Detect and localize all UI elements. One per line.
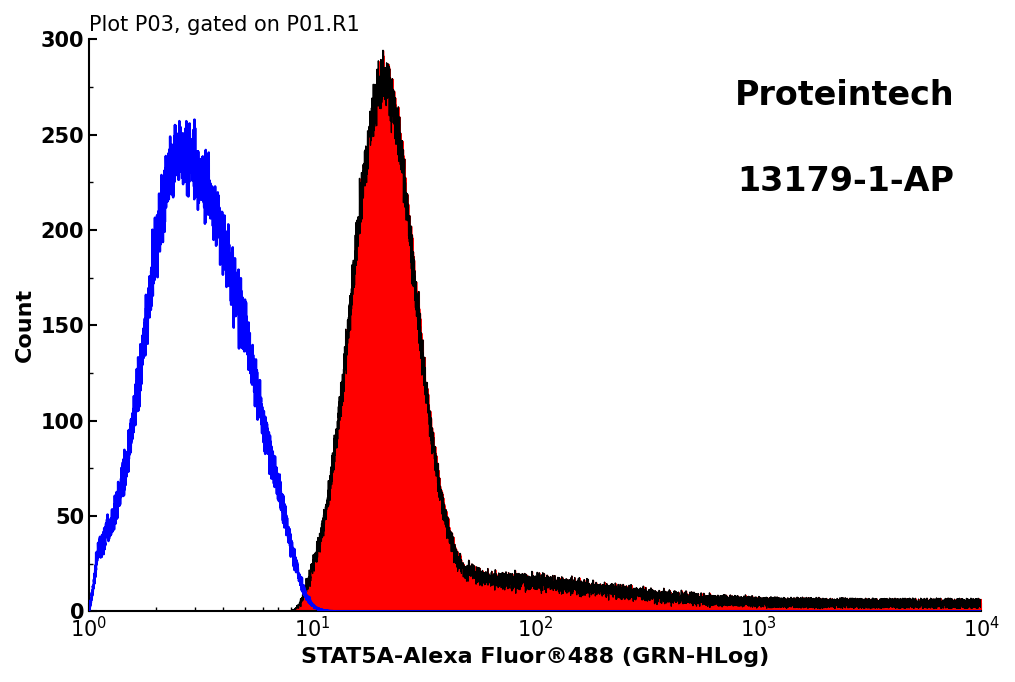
Text: Proteintech: Proteintech bbox=[735, 79, 955, 113]
Text: 13179-1-AP: 13179-1-AP bbox=[738, 165, 955, 198]
Y-axis label: Count: Count bbox=[15, 288, 35, 362]
X-axis label: STAT5A-Alexa Fluor®488 (GRN-HLog): STAT5A-Alexa Fluor®488 (GRN-HLog) bbox=[301, 647, 769, 667]
Text: Plot P03, gated on P01.R1: Plot P03, gated on P01.R1 bbox=[89, 15, 359, 35]
